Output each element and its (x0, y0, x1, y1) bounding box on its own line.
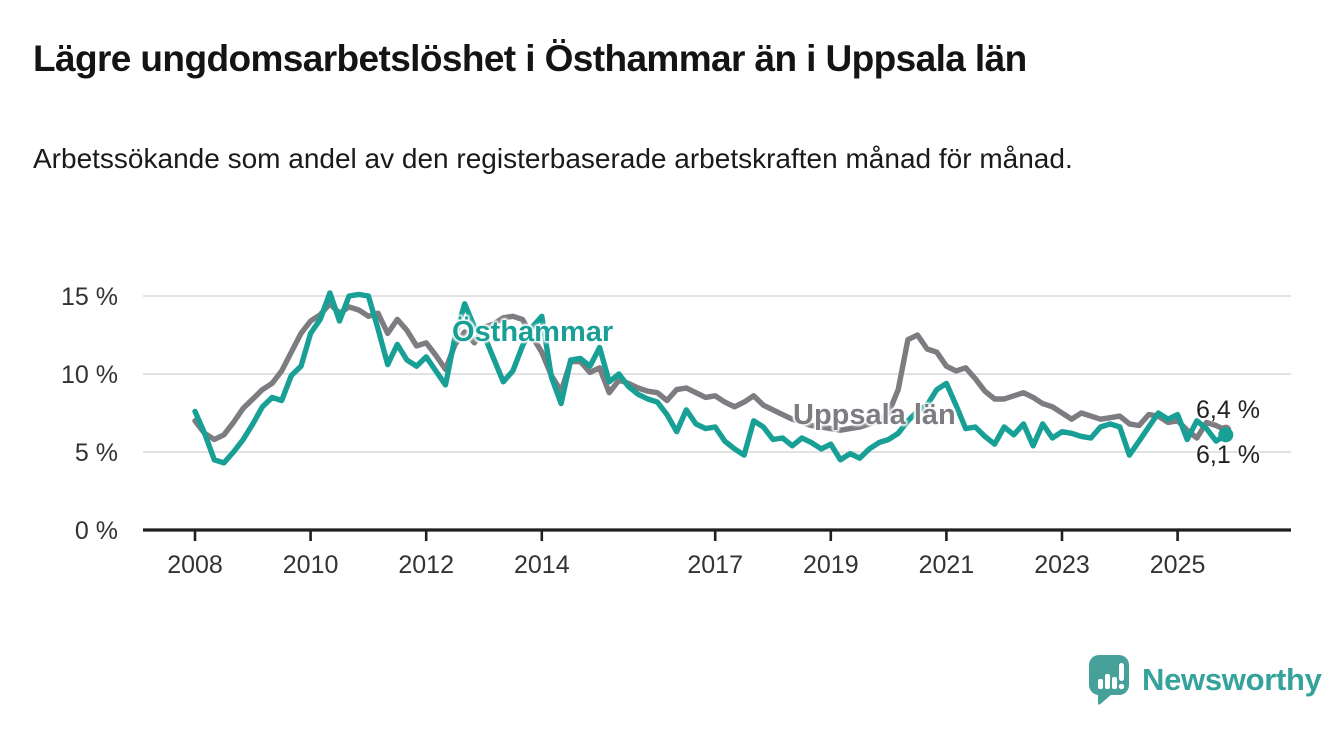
svg-text:15 %: 15 % (61, 283, 118, 311)
svg-text:2012: 2012 (398, 551, 454, 579)
newsworthy-logo: Newsworthy (1088, 654, 1322, 706)
svg-text:2017: 2017 (687, 551, 743, 579)
svg-text:2010: 2010 (283, 551, 339, 579)
svg-text:0 %: 0 % (75, 517, 118, 545)
svg-text:2021: 2021 (919, 551, 975, 579)
series-label-uppsala-lan: Uppsala län (793, 399, 956, 431)
series-label-osthammar: Östhammar (452, 316, 614, 348)
svg-text:2008: 2008 (167, 551, 223, 579)
svg-text:2023: 2023 (1034, 551, 1090, 579)
svg-text:2025: 2025 (1150, 551, 1206, 579)
svg-text:2014: 2014 (514, 551, 570, 579)
bar-chart-speech-bubble-icon (1089, 655, 1129, 705)
svg-text:2019: 2019 (803, 551, 859, 579)
chart-subtitle: Arbetssökande som andel av den registerb… (33, 143, 1073, 174)
page-title: Lägre ungdomsarbetslöshet i Östhammar än… (33, 38, 1027, 79)
svg-text:10 %: 10 % (61, 361, 118, 389)
end-value-osthammar: 6,1 % (1196, 441, 1260, 469)
svg-text:5 %: 5 % (75, 439, 118, 467)
end-value-uppsala-lan: 6,4 % (1196, 396, 1260, 424)
brand-name: Newsworthy (1142, 662, 1322, 697)
